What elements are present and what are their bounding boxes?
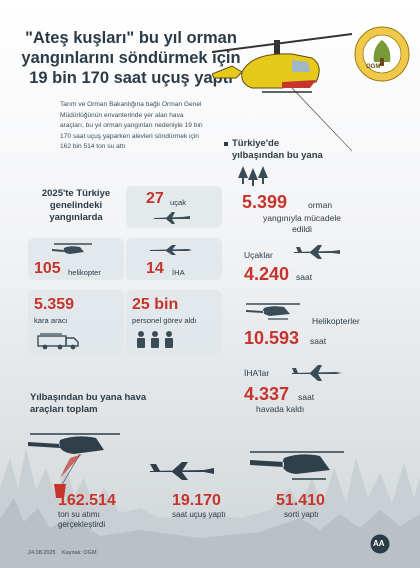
aircraft-value: 27	[146, 190, 164, 207]
helis-value: 10.593	[244, 328, 300, 348]
intro-line: Tarım ve Orman Bakanlığına bağlı Orman G…	[60, 101, 202, 108]
uav-card: 14 İHA	[126, 238, 222, 280]
firefighting-helicopter-illustration	[212, 33, 352, 152]
hours-value: 19.170	[172, 492, 221, 509]
fire-truck-icon	[37, 333, 79, 350]
logo-text: OGM	[366, 64, 381, 70]
water-label: ton su atımı gerçekleştirdi	[58, 510, 105, 530]
aircraft-card: 27 uçak	[126, 186, 222, 228]
intro-paragraph: Tarım ve Orman Bakanlığına bağlı Orman G…	[60, 100, 230, 153]
intro-line: 170 saat uçuş yaparken alevleri söndürme…	[60, 132, 199, 140]
hours-label: saat uçuş yaptı	[172, 510, 226, 519]
title-line: "Ateş kuşları" bu yıl orman	[25, 29, 237, 47]
helicopter-icon	[250, 451, 344, 480]
footer-date: 24.08.2025	[28, 550, 56, 556]
fires-value: 5.399	[242, 192, 288, 212]
helis-label: Helikopterler	[312, 316, 360, 326]
title-line: 19 bin 170 saat uçuş yaptı	[29, 69, 233, 87]
ground-label: kara aracı	[34, 316, 68, 325]
uav-value: 14	[146, 260, 164, 277]
heading-line: Yılbaşından bu yana hava	[30, 392, 147, 403]
personnel-label: personel görev aldı	[132, 316, 197, 325]
personnel-card: 25 bin personel görev aldı	[126, 290, 222, 356]
fires-label: yangınıyla mücadele edildi	[242, 213, 362, 235]
forest-silhouette	[0, 448, 420, 568]
forest-icon	[238, 166, 268, 186]
heading-line: genelindeki	[49, 200, 103, 211]
helicopter-value: 105	[34, 260, 61, 277]
helicopter-card: 105 helikopter	[28, 238, 124, 280]
planes-unit: saat	[296, 272, 313, 282]
right-panel-heading: Türkiye'de yılbaşından bu yana	[224, 138, 362, 162]
uav-hours-unit: saat	[298, 392, 315, 402]
plane-icon	[150, 462, 214, 480]
planes-label: Uçaklar	[244, 250, 273, 260]
ground-value: 5.359	[34, 296, 75, 313]
plane-icon	[154, 212, 190, 224]
uav-hours-label: İHA'lar	[244, 368, 270, 378]
title-line: yangınlarını söndürmek için	[21, 49, 241, 67]
plane-icon	[294, 245, 340, 259]
uav-label: İHA	[172, 268, 185, 277]
aircraft-label: uçak	[170, 198, 187, 207]
heading-line: araçları toplam	[30, 404, 98, 415]
water-value: 162.514	[58, 492, 116, 509]
water-label-line: ton su atımı	[58, 510, 100, 519]
uav-icon	[150, 245, 192, 255]
planes-value: 4.240	[244, 264, 290, 284]
heading-line: yangınlarda	[49, 212, 103, 223]
uav-hours-sub: havada kaldı	[256, 404, 305, 414]
uav-icon	[292, 365, 342, 381]
water-drop-helicopter-icon	[28, 433, 120, 498]
intro-line: 162 bin 514 ton su attı	[60, 143, 126, 151]
firefighters-icon	[137, 331, 173, 348]
helis-unit: saat	[310, 336, 327, 346]
heading-line: yılbaşından bu yana	[232, 150, 323, 161]
left-panel-heading: 2025'te Türkiye genelindeki yangınlarda	[28, 188, 124, 224]
heading-line: 2025'te Türkiye	[41, 188, 111, 199]
footer-source: Kaynak: OGM	[62, 550, 97, 556]
page-title: "Ateş kuşları" bu yıl orman yangınlarını…	[0, 28, 262, 88]
ground-vehicles-card: 5.359 kara aracı	[28, 290, 124, 356]
helicopter-icon	[52, 243, 92, 254]
ogm-logo	[354, 26, 410, 82]
aa-logo-text: AA	[373, 539, 385, 548]
uav-hours-value: 4.337	[244, 384, 290, 404]
fires-label-line: edildi	[292, 224, 312, 234]
fires-label-line: yangınıyla mücadele	[263, 213, 341, 223]
aa-logo-icon	[370, 534, 390, 554]
sorties-value: 51.410	[276, 492, 325, 509]
helicopter-icon	[246, 303, 300, 320]
totals-heading: Yılbaşından bu yana hava araçları toplam	[30, 392, 146, 416]
water-label-line: gerçekleştirdi	[58, 520, 106, 529]
heading-line: Türkiye'de	[232, 138, 280, 149]
personnel-value: 25 bin	[132, 296, 179, 313]
helicopter-label: helikopter	[68, 268, 101, 277]
fires-unit: orman	[308, 200, 333, 210]
intro-line: Müdürlüğünün envanterinde yer alan hava	[60, 111, 184, 119]
sorties-label: sorti yaptı	[284, 510, 319, 519]
intro-line: araçları, bu yıl orman yangınları nedeni…	[60, 122, 203, 130]
